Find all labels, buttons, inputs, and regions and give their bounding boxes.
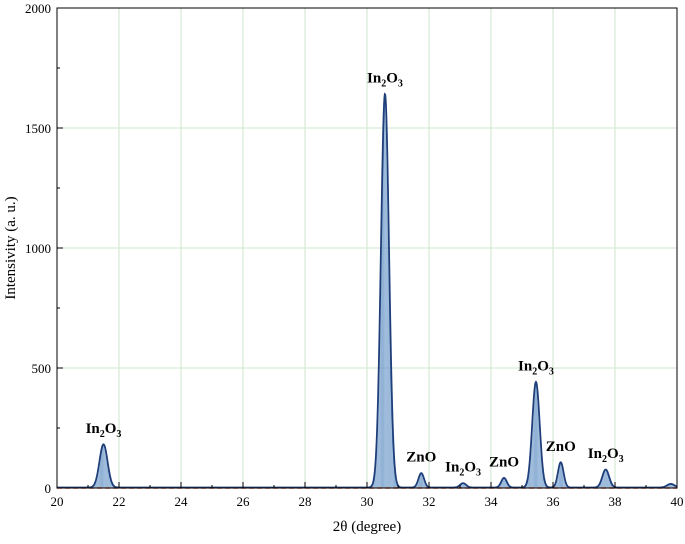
peak-label: In2O3 (518, 358, 554, 377)
x-tick-label: 36 (547, 494, 561, 509)
x-tick-label: 32 (423, 494, 436, 509)
x-tick-label: 40 (671, 494, 684, 509)
x-tick-label: 24 (175, 494, 189, 509)
y-tick-label: 2000 (25, 1, 51, 16)
x-tick-label: 38 (609, 494, 622, 509)
peak-label: ZnO (546, 439, 576, 455)
y-tick-label: 1000 (25, 241, 51, 256)
y-tick-label: 1500 (25, 121, 51, 136)
x-tick-label: 30 (361, 494, 374, 509)
y-tick-label: 500 (32, 361, 52, 376)
peak-label: In2O3 (367, 70, 403, 89)
peak-label: In2O3 (86, 421, 122, 440)
x-tick-label: 28 (299, 494, 312, 509)
x-tick-label: 26 (237, 494, 251, 509)
x-tick-label: 34 (485, 494, 499, 509)
x-tick-label: 22 (113, 494, 126, 509)
y-tick-label: 0 (45, 481, 52, 496)
x-tick-label: 20 (51, 494, 64, 509)
peak-label: ZnO (489, 454, 519, 470)
peak-label: In2O3 (445, 460, 481, 479)
x-axis-title: 2θ (degree) (333, 519, 401, 535)
peak-label: ZnO (406, 450, 436, 466)
peak-label: In2O3 (588, 446, 624, 465)
y-axis-title: Intensivity (a. u.) (3, 196, 19, 299)
